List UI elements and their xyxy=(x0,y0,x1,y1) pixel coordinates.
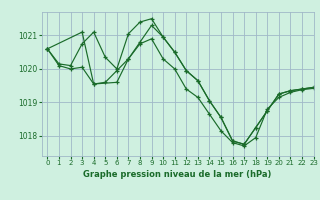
X-axis label: Graphe pression niveau de la mer (hPa): Graphe pression niveau de la mer (hPa) xyxy=(84,170,272,179)
